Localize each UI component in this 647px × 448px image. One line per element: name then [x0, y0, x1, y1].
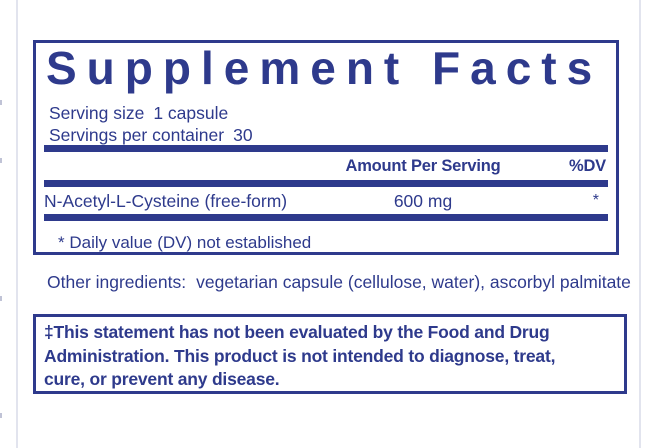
table-row: N-Acetyl-L-Cysteine (free-form) 600 mg * — [44, 191, 608, 211]
serving-size-line: Serving size 1 capsule — [49, 103, 228, 123]
dv-footnote: * Daily value (DV) not established — [58, 233, 312, 252]
disclaimer-line-1: ‡This statement has not been evaluated b… — [44, 322, 550, 342]
fda-disclaimer-box: ‡This statement has not been evaluated b… — [33, 314, 627, 394]
other-ingredients-label: Other ingredients: — [47, 272, 187, 292]
edge-tick — [0, 413, 2, 418]
servings-per-container-label: Servings per container — [49, 125, 225, 145]
disclaimer-line-3: cure, or prevent any disease. — [44, 369, 280, 389]
serving-size-value: 1 capsule — [153, 103, 229, 123]
panel-title: Supplement Facts — [46, 42, 603, 94]
ingredient-amount: 600 mg — [393, 191, 453, 211]
divider-bar-thick — [44, 145, 608, 152]
percent-dv-header: %DV — [569, 157, 606, 175]
edge-tick — [0, 296, 2, 301]
other-ingredients-line: Other ingredients: vegetarian capsule (ce… — [47, 272, 631, 292]
servings-per-container-value: 30 — [233, 125, 253, 145]
divider-bar-thick — [44, 180, 608, 187]
disclaimer-line-2: Administration. This product is not inte… — [44, 345, 556, 366]
divider-bar-thick — [44, 214, 608, 221]
ingredient-name: N-Acetyl-L-Cysteine (free-form) — [44, 191, 288, 211]
amount-per-serving-header: Amount Per Serving — [345, 157, 501, 175]
table-header-row: Amount Per Serving %DV — [44, 157, 608, 176]
scan-artifact-line-right — [639, 0, 641, 448]
supplement-facts-panel: Supplement Facts Serving size 1 capsule S… — [33, 40, 619, 255]
serving-size-label: Serving size — [49, 103, 145, 123]
scan-artifact-line-left — [16, 0, 18, 448]
servings-per-container-line: Servings per container 30 — [49, 125, 253, 145]
ingredient-dv: * — [592, 192, 599, 209]
edge-tick — [0, 158, 2, 163]
edge-tick — [0, 100, 2, 105]
other-ingredients-value: vegetarian capsule (cellulose, water), a… — [196, 272, 631, 292]
